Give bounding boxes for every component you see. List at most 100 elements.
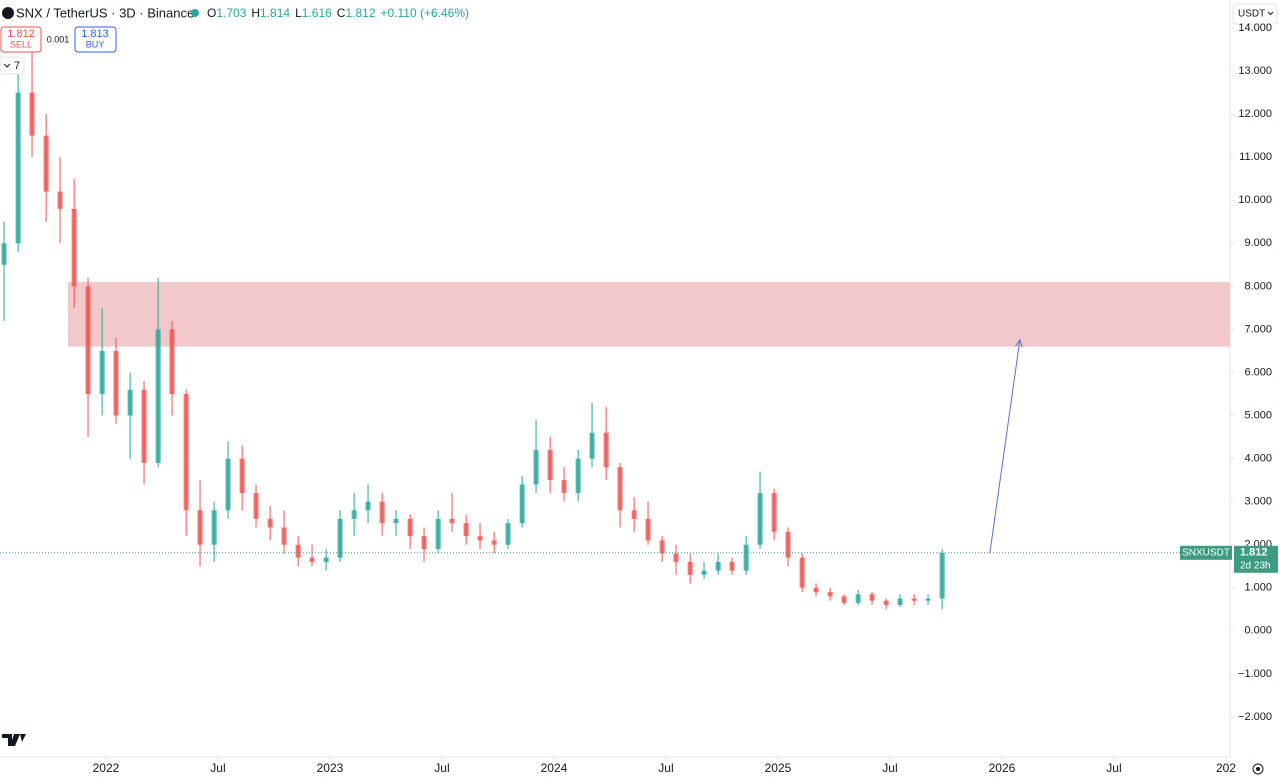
candle-body — [155, 329, 161, 463]
candle-body — [855, 594, 861, 603]
tv-logo — [2, 734, 26, 746]
y-tick-label: 0.000 — [1244, 625, 1272, 637]
candle-body — [379, 501, 385, 524]
o-value: 1.703 — [216, 6, 246, 20]
buy-label: BUY — [86, 39, 105, 49]
y-tick-label: 14.000 — [1238, 22, 1272, 34]
y-tick-label: −1.000 — [1238, 668, 1272, 680]
y-tick-label: 1.000 — [1244, 582, 1272, 594]
candle-body — [631, 510, 637, 519]
symbol-title[interactable]: SNX / TetherUS · 3D · Binance — [16, 5, 194, 20]
candle-body — [701, 570, 707, 575]
candle-body — [715, 561, 721, 571]
candle-body — [43, 135, 49, 192]
y-tick-label: 5.000 — [1244, 409, 1272, 421]
currency-select[interactable] — [1232, 3, 1278, 25]
candle-body — [449, 518, 455, 524]
candle-body — [519, 484, 525, 524]
candle-body — [771, 493, 777, 532]
candle-body — [295, 544, 301, 558]
candle-body — [183, 394, 189, 511]
candle-body — [141, 389, 147, 463]
x-tick-label: Jul — [1106, 761, 1121, 775]
x-tick-label: 2024 — [541, 761, 568, 775]
market-status — [191, 9, 199, 17]
candle-body — [113, 350, 119, 416]
l-label: L — [295, 6, 302, 20]
candle-body — [939, 552, 945, 599]
plot-area — [1, 36, 1230, 610]
candle-body — [673, 553, 679, 562]
candle-body — [99, 350, 105, 395]
candle-body — [533, 449, 539, 485]
x-tick-label: Jul — [658, 761, 673, 775]
c-label: C — [337, 6, 346, 20]
candle-body — [925, 598, 931, 601]
symbol-icon — [2, 7, 14, 19]
candle-body — [57, 191, 63, 209]
o-label: O — [207, 6, 216, 20]
settings-icon-dot — [1256, 767, 1260, 771]
projection-arrow — [989, 339, 1021, 553]
x-tick-label: Jul — [434, 761, 449, 775]
candle-body — [197, 510, 203, 545]
chevron — [3, 63, 11, 68]
candle-body — [561, 480, 567, 494]
candle-body — [505, 523, 511, 545]
candle-body — [659, 540, 665, 554]
candle-body — [421, 536, 427, 550]
spread: 0.001 — [47, 34, 70, 44]
candle-body — [883, 600, 889, 605]
candle-body — [127, 389, 133, 416]
y-tick-label: 12.000 — [1238, 108, 1272, 120]
candle-body — [911, 598, 917, 601]
l-value: 1.616 — [302, 6, 332, 20]
candle-body — [323, 557, 329, 562]
candle-body — [309, 557, 315, 562]
candle-body — [645, 518, 651, 541]
candle-body — [435, 518, 441, 550]
candle-body — [463, 523, 469, 537]
sell-button[interactable] — [0, 26, 42, 53]
sell-label: SELL — [10, 39, 32, 49]
candle-body — [477, 536, 483, 541]
candle-body — [841, 596, 847, 603]
candle-body — [869, 594, 875, 601]
candle-body — [281, 527, 287, 545]
candle-body — [575, 458, 581, 494]
buy-price: 1.813 — [81, 28, 109, 40]
candle-body — [603, 432, 609, 468]
arrow-head — [1015, 338, 1023, 348]
y-tick-label: 4.000 — [1244, 452, 1272, 464]
y-tick-label: 10.000 — [1238, 194, 1272, 206]
y-tick-label: 9.000 — [1244, 237, 1272, 249]
candle-body — [351, 510, 357, 519]
indicators-count: 7 — [14, 60, 20, 72]
ohlc: O1.703 H1.814 L1.616 C1.812 +0.110 (+6.46%) — [207, 6, 469, 20]
x-tick-label: Jul — [210, 761, 225, 775]
c-value: 1.812 — [345, 6, 375, 20]
settings-icon[interactable] — [1252, 763, 1264, 775]
candle-body — [407, 518, 413, 537]
price-tag-label: 1.812 — [1240, 547, 1268, 559]
symbol-tag — [1180, 545, 1232, 560]
sell-price: 1.812 — [7, 28, 35, 40]
price-tag — [1234, 545, 1278, 573]
y-tick-label: −2.000 — [1238, 711, 1272, 723]
candle-body — [85, 286, 91, 395]
candle-body — [29, 92, 35, 136]
candle-body — [365, 501, 371, 511]
h-value: 1.814 — [260, 6, 290, 20]
candle-body — [757, 493, 763, 545]
y-tick-label: 3.000 — [1244, 496, 1272, 508]
candle-body — [267, 518, 273, 528]
candle-body — [491, 540, 497, 545]
h-label: H — [251, 6, 260, 20]
buy-button[interactable] — [74, 26, 117, 53]
x-tick-label: 2022 — [93, 761, 120, 775]
candle-body — [1, 243, 7, 265]
symbol-tag-label: SNXUSDT — [1182, 547, 1230, 558]
candle-body — [225, 458, 231, 511]
candle-body — [785, 531, 791, 558]
indicators-toggle[interactable] — [0, 56, 25, 75]
